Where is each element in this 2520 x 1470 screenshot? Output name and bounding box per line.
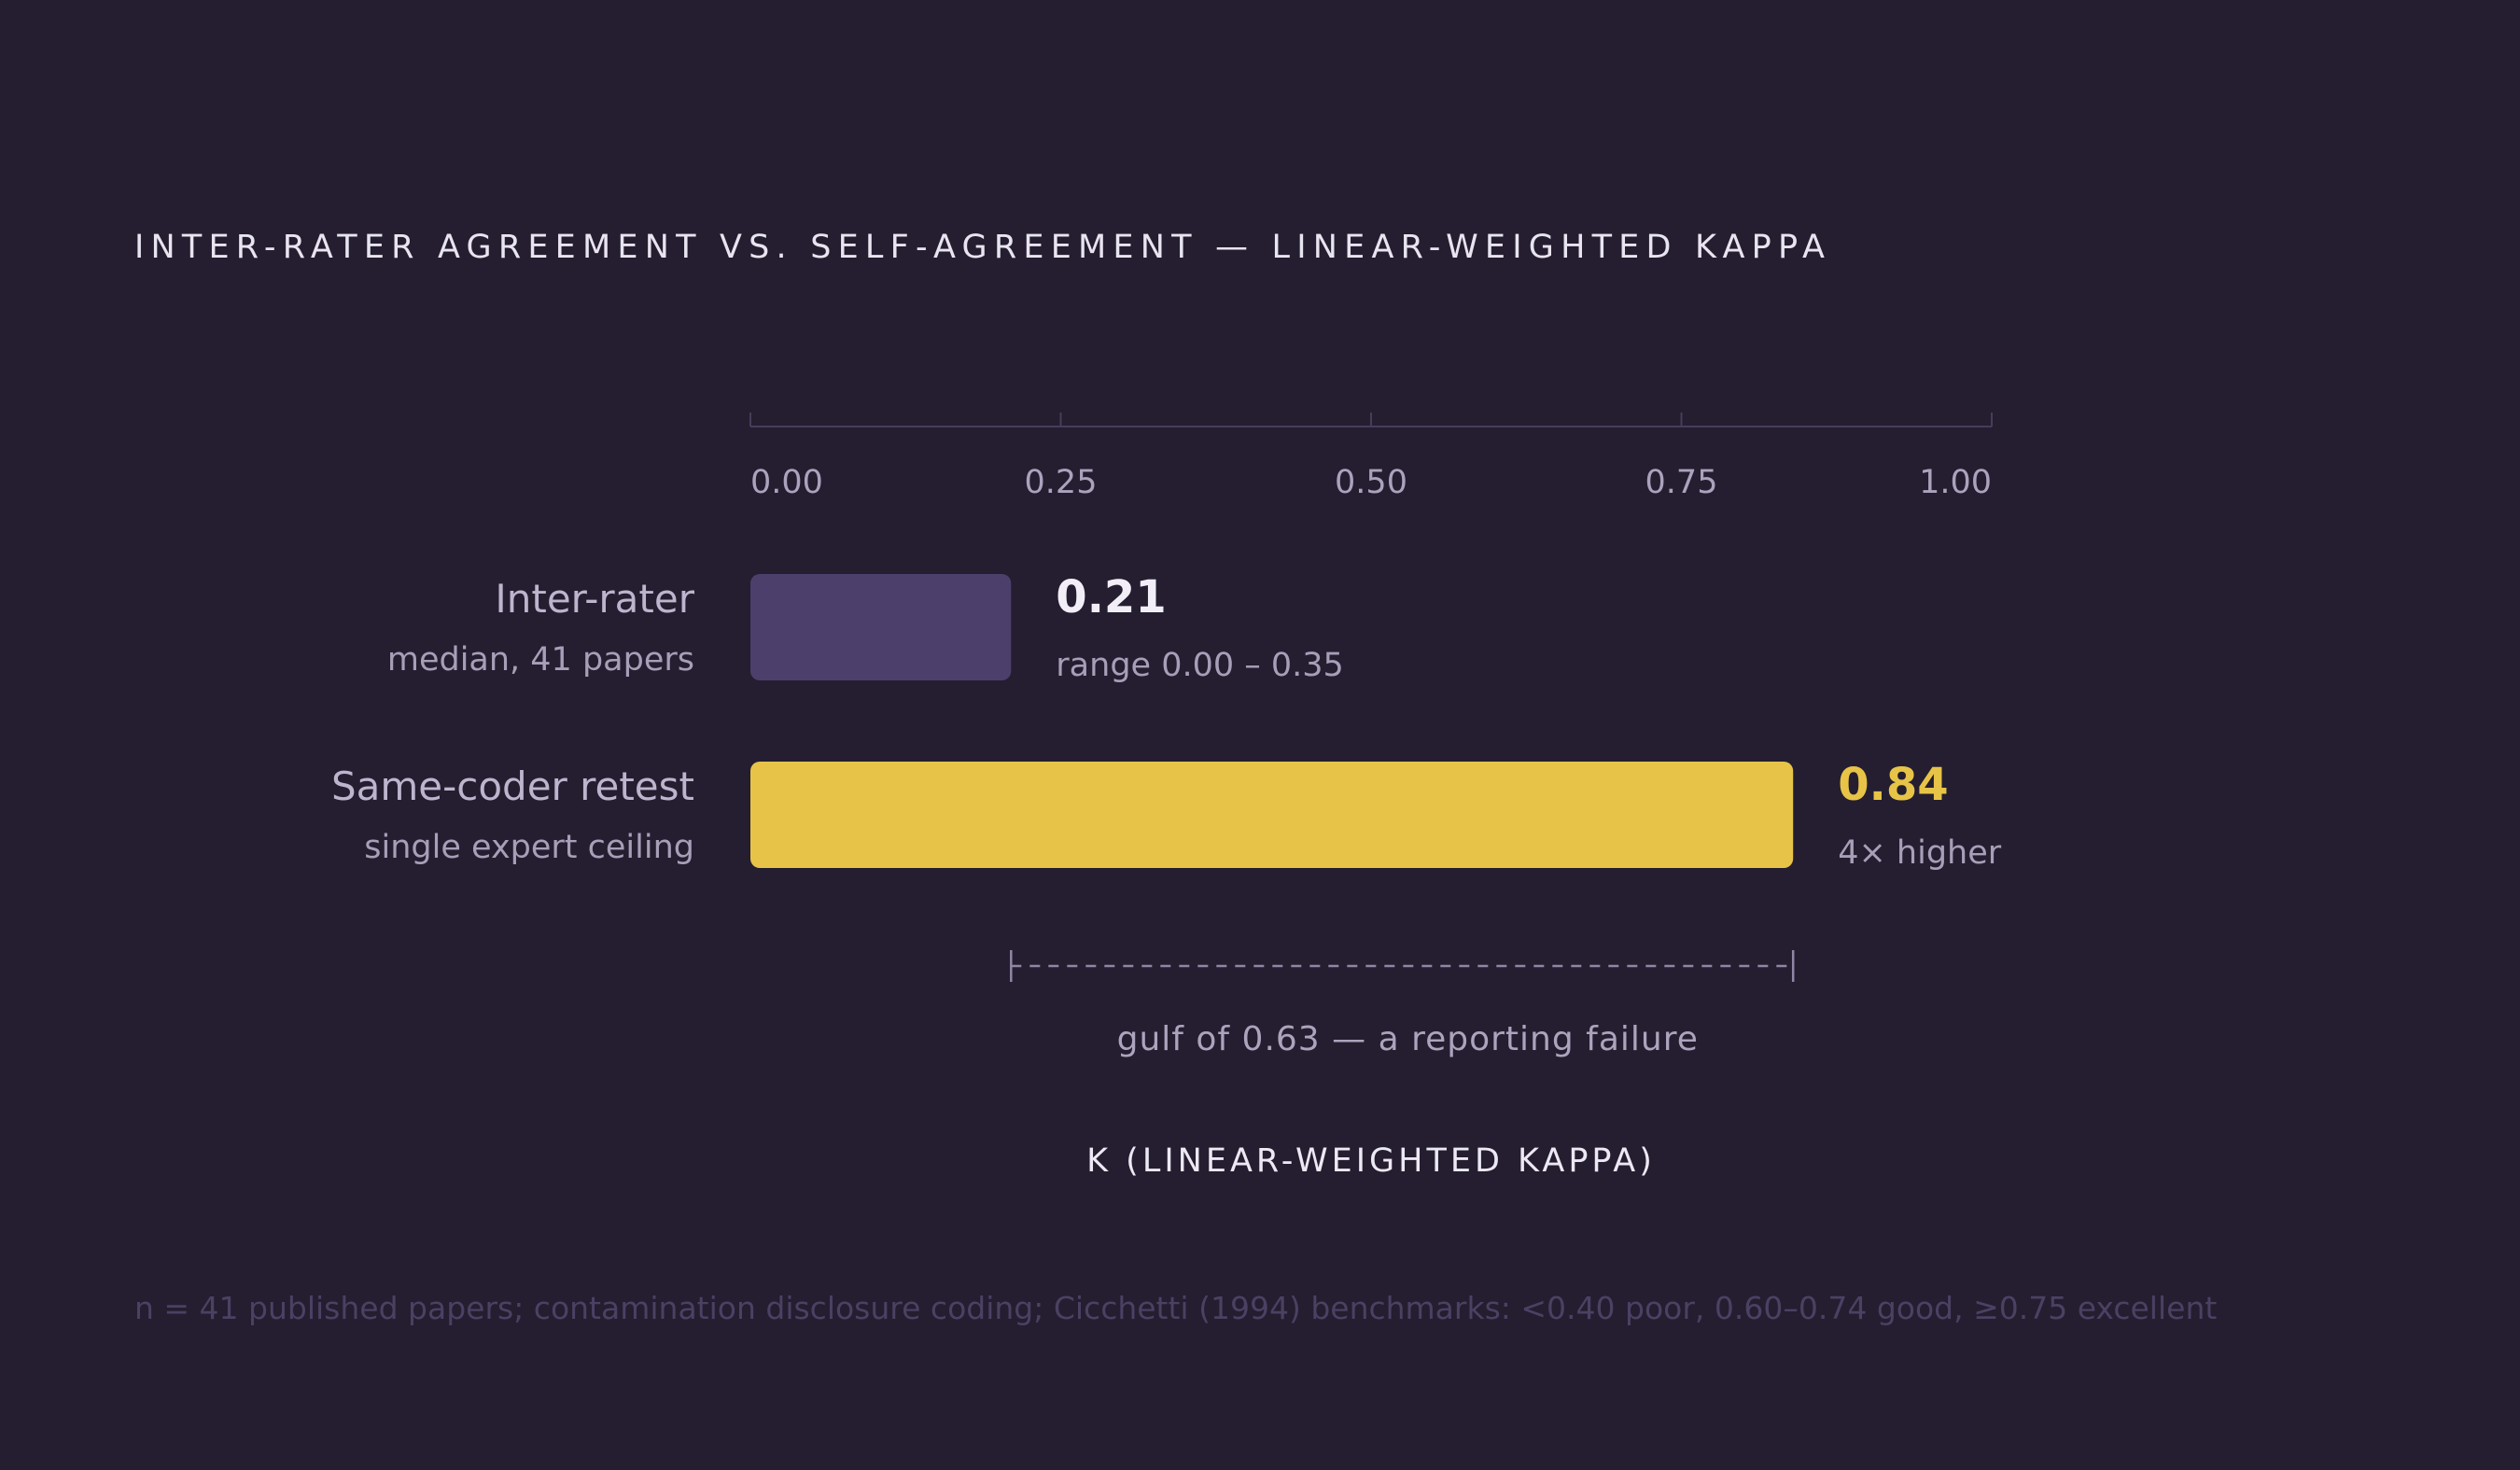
- footnote: n = 41 published papers; contamination d…: [134, 1290, 2218, 1326]
- category-sublabel: median, 41 papers: [387, 641, 694, 679]
- x-axis: 0.00 0.25 0.50 0.75 1.00: [749, 413, 1993, 501]
- x-tick-label: 0.50: [1335, 464, 1407, 501]
- chart-title: INTER-RATER AGREEMENT VS. SELF-AGREEMENT…: [134, 229, 1832, 266]
- value-note: 4× higher: [1838, 834, 2002, 872]
- x-axis-label: K (LINEAR-WEIGHTED KAPPA): [1086, 1142, 1656, 1180]
- bar-rows: Inter-rater median, 41 papers 0.21 range 0.…: [331, 571, 2002, 872]
- gap-annotation: gulf of 0.63 — a reporting failure: [1010, 950, 1795, 1058]
- category-label: Same-coder retest: [331, 763, 694, 809]
- category-label: Inter-rater: [495, 576, 694, 622]
- value-label: 0.84: [1838, 759, 1948, 811]
- x-tick-label: 0.75: [1645, 464, 1718, 501]
- x-tick-label: 0.00: [750, 464, 823, 501]
- x-tick-label: 0.25: [1025, 464, 1098, 501]
- bar: [750, 762, 1794, 868]
- gap-label: gulf of 0.63 — a reporting failure: [1117, 1020, 1699, 1058]
- bar: [750, 574, 1012, 680]
- x-tick-label: 1.00: [1919, 464, 1992, 501]
- category-sublabel: single expert ceiling: [364, 829, 694, 866]
- value-note: range 0.00 – 0.35: [1056, 647, 1344, 684]
- value-label: 0.21: [1056, 571, 1166, 623]
